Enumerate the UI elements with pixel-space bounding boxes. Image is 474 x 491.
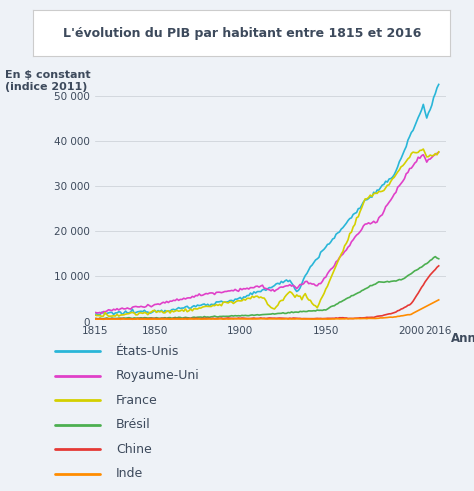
Text: L'évolution du PIB par habitant entre 1815 et 2016: L'évolution du PIB par habitant entre 18…	[63, 27, 421, 40]
Text: En $ constant: En $ constant	[5, 70, 91, 80]
Text: États-Unis: États-Unis	[116, 345, 179, 357]
Text: Brésil: Brésil	[116, 418, 151, 431]
Text: Inde: Inde	[116, 467, 143, 480]
Text: Années: Années	[451, 332, 474, 345]
Text: Chine: Chine	[116, 443, 152, 456]
Text: Royaume-Uni: Royaume-Uni	[116, 369, 200, 382]
Text: (indice 2011): (indice 2011)	[5, 82, 87, 92]
Text: France: France	[116, 394, 158, 407]
